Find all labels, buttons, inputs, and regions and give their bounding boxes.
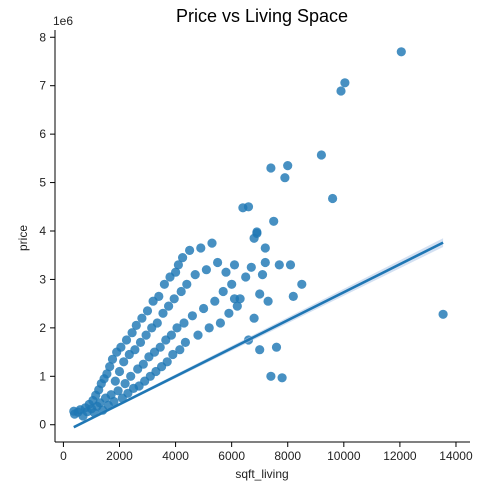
data-point (115, 367, 124, 376)
x-axis-label: sqft_living (235, 467, 288, 481)
data-point (188, 311, 197, 320)
data-point (119, 357, 128, 366)
y-tick-label: 2 (39, 321, 46, 335)
data-point (289, 292, 298, 301)
data-point (247, 263, 256, 272)
data-point (297, 280, 306, 289)
data-point (317, 150, 326, 159)
y-tick-label: 3 (39, 272, 46, 286)
data-point (181, 338, 190, 347)
data-point (266, 372, 275, 381)
data-point (397, 47, 406, 56)
points-layer (69, 47, 448, 420)
data-point (178, 253, 187, 262)
x-tick-label: 10000 (327, 449, 361, 463)
data-point (154, 292, 163, 301)
data-point (255, 289, 264, 298)
data-point (193, 331, 202, 340)
data-point (164, 302, 173, 311)
data-point (179, 318, 188, 327)
data-point (244, 202, 253, 211)
data-point (122, 335, 131, 344)
data-point (139, 360, 148, 369)
data-point (126, 372, 135, 381)
x-tick-label: 4000 (162, 449, 189, 463)
data-point (216, 318, 225, 327)
x-tick-label: 6000 (218, 449, 245, 463)
data-point (156, 343, 165, 352)
data-point (167, 331, 176, 340)
data-point (116, 343, 125, 352)
data-point (255, 345, 264, 354)
x-tick-label: 12000 (383, 449, 417, 463)
data-point (227, 280, 236, 289)
x-tick-label: 0 (60, 449, 67, 463)
x-tick-label: 14000 (439, 449, 473, 463)
data-point (121, 379, 130, 388)
data-point (224, 309, 233, 318)
data-point (252, 229, 261, 238)
data-point (137, 314, 146, 323)
data-point (278, 373, 287, 382)
data-point (177, 287, 186, 296)
data-point (196, 243, 205, 252)
data-point (230, 260, 239, 269)
data-point (185, 246, 194, 255)
data-point (328, 194, 337, 203)
data-point (261, 258, 270, 267)
data-point (191, 270, 200, 279)
chart-title: Price vs Living Space (176, 6, 348, 26)
y-tick-label: 6 (39, 127, 46, 141)
data-point (202, 265, 211, 274)
data-point (439, 310, 448, 319)
data-point (241, 272, 250, 281)
data-point (132, 321, 141, 330)
y-tick-label: 8 (39, 30, 46, 44)
y-tick-label: 1 (39, 369, 46, 383)
data-point (258, 270, 267, 279)
data-point (219, 287, 228, 296)
data-point (158, 309, 167, 318)
data-point (221, 268, 230, 277)
data-point (230, 294, 239, 303)
y-tick-label: 7 (39, 79, 46, 93)
data-point (336, 86, 345, 95)
data-point (160, 280, 169, 289)
y-tick-label: 0 (39, 418, 46, 432)
data-point (286, 260, 295, 269)
y-tick-label: 5 (39, 176, 46, 190)
data-point (142, 331, 151, 340)
data-point (250, 314, 259, 323)
data-point (182, 280, 191, 289)
data-point (266, 163, 275, 172)
data-point (175, 345, 184, 354)
data-point (210, 297, 219, 306)
data-point (207, 239, 216, 248)
data-point (340, 78, 349, 87)
data-point (264, 297, 273, 306)
data-point (280, 173, 289, 182)
data-point (205, 323, 214, 332)
data-point (283, 161, 292, 170)
y-axis-label: price (16, 225, 30, 251)
data-point (275, 260, 284, 269)
y-offset-label: 1e6 (53, 14, 73, 28)
x-tick-label: 8000 (274, 449, 301, 463)
data-point (213, 258, 222, 267)
data-point (111, 377, 120, 386)
data-point (163, 357, 172, 366)
y-tick-label: 4 (39, 224, 46, 238)
data-point (199, 304, 208, 313)
x-tick-label: 2000 (106, 449, 133, 463)
data-point (136, 338, 145, 347)
data-point (130, 345, 139, 354)
data-point (153, 318, 162, 327)
data-point (170, 294, 179, 303)
data-point (269, 217, 278, 226)
data-point (261, 243, 270, 252)
data-point (272, 343, 281, 352)
data-point (143, 306, 152, 315)
